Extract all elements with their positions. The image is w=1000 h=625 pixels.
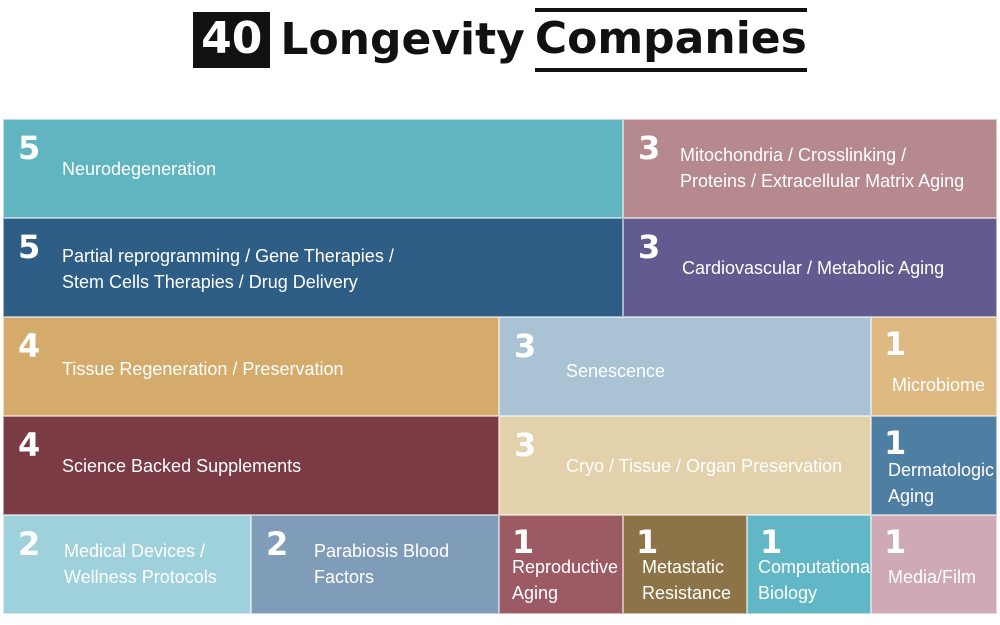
tile-label: Science Backed Supplements (62, 456, 302, 476)
tile-label: Tissue Regeneration / Preservation (62, 359, 344, 379)
tile-count: 1 (884, 325, 907, 363)
tile-label: Dermatologic Aging (888, 460, 995, 506)
tile-count: 5 (18, 228, 41, 266)
tile-count: 4 (18, 426, 41, 464)
tile-count: 1 (884, 523, 907, 561)
tile-label: Reproductive Aging (512, 557, 619, 603)
tile-count: 1 (884, 424, 907, 462)
tile-label: Neurodegeneration (62, 159, 217, 179)
title-number: 40 (193, 12, 271, 68)
tile-label: Microbiome (892, 375, 986, 395)
treemap-tile: 2 Parabiosis Blood Factors (251, 515, 499, 614)
tile-count: 1 (512, 523, 535, 561)
tile-count: 5 (18, 129, 41, 167)
chart-title: 40 Longevity Companies (0, 0, 1000, 80)
treemap-tile: 5 Partial reprogramming / Gene Therapies … (3, 218, 623, 317)
treemap-tile: 2 Medical Devices / Wellness Protocols (3, 515, 251, 614)
tile-count: 1 (760, 523, 783, 561)
treemap-tile: 1 Reproductive Aging (499, 515, 623, 614)
tile-count: 3 (514, 327, 537, 365)
tile-count: 4 (18, 327, 41, 365)
treemap-tile: 3 Mitochondria / Crosslinking / Proteins … (623, 119, 997, 218)
treemap-tile: 1 Metastatic Resistance (623, 515, 747, 614)
tile-count: 3 (514, 426, 537, 464)
tile-label: Partial reprogramming / Gene Therapies /… (62, 246, 394, 292)
treemap-tile: 4 Tissue Regeneration / Preservation (3, 317, 499, 416)
tile-count: 2 (18, 525, 41, 563)
tile-label: Cardiovascular / Metabolic Aging (682, 258, 945, 278)
treemap-tile: 4 Science Backed Supplements (3, 416, 499, 515)
tile-label: Mitochondria / Crosslinking / Proteins /… (680, 145, 965, 191)
title-word-companies: Companies (534, 8, 807, 72)
tile-count: 1 (636, 523, 659, 561)
tile-label: Cryo / Tissue / Organ Preservation (566, 456, 843, 476)
treemap-tile: 1 Computational Biology (747, 515, 871, 614)
tile-label: Senescence (566, 361, 666, 381)
treemap-tile: 3 Senescence (499, 317, 871, 416)
tile-label: Metastatic Resistance (642, 557, 732, 603)
tile-count: 2 (266, 525, 289, 563)
treemap-tile: 3 Cryo / Tissue / Organ Preservation (499, 416, 871, 515)
tile-count: 3 (638, 228, 661, 266)
treemap-tile: 1 Dermatologic Aging (871, 416, 997, 515)
treemap-tile: 1 Microbiome (871, 317, 997, 416)
treemap-tile: 5 Neurodegeneration (3, 119, 623, 218)
treemap-tile: 1 Media/Film (871, 515, 997, 614)
tile-label: Computational Biology (758, 557, 871, 603)
tile-label: Parabiosis Blood Factors (314, 541, 450, 587)
tile-label: Media/Film (888, 567, 977, 587)
tile-count: 3 (638, 129, 661, 167)
treemap-tile: 3 Cardiovascular / Metabolic Aging (623, 218, 997, 317)
title-word-longevity: Longevity (280, 14, 525, 65)
tile-label: Medical Devices / Wellness Protocols (64, 541, 217, 587)
